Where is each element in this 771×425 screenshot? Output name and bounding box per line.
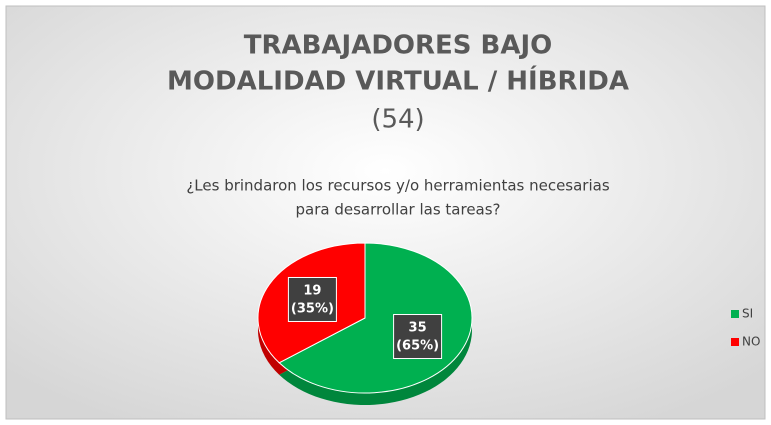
- chart-title: (54): [371, 105, 424, 135]
- data-label-line: (65%): [396, 338, 439, 353]
- data-label: 35 (65%): [396, 320, 439, 353]
- data-label-line: (35%): [291, 301, 334, 316]
- data-label: 19 (35%): [291, 283, 334, 316]
- chart-subtitle: ¿Les brindaron los recursos y/o herramie…: [186, 177, 610, 195]
- legend-swatch: [731, 310, 739, 318]
- chart-title: TRABAJADORES BAJO: [244, 31, 553, 61]
- legend-label: NO: [742, 335, 760, 349]
- data-label-line: 19: [303, 283, 321, 298]
- legend-label: SI: [742, 307, 753, 321]
- legend-swatch: [731, 338, 739, 346]
- data-label-line: 35: [409, 320, 427, 335]
- data-label-box: [393, 314, 443, 360]
- chart-subtitle: para desarrollar las tareas?: [295, 201, 500, 219]
- data-label-box: [287, 276, 337, 322]
- chart-title: MODALIDAD VIRTUAL / HÍBRIDA: [167, 65, 629, 97]
